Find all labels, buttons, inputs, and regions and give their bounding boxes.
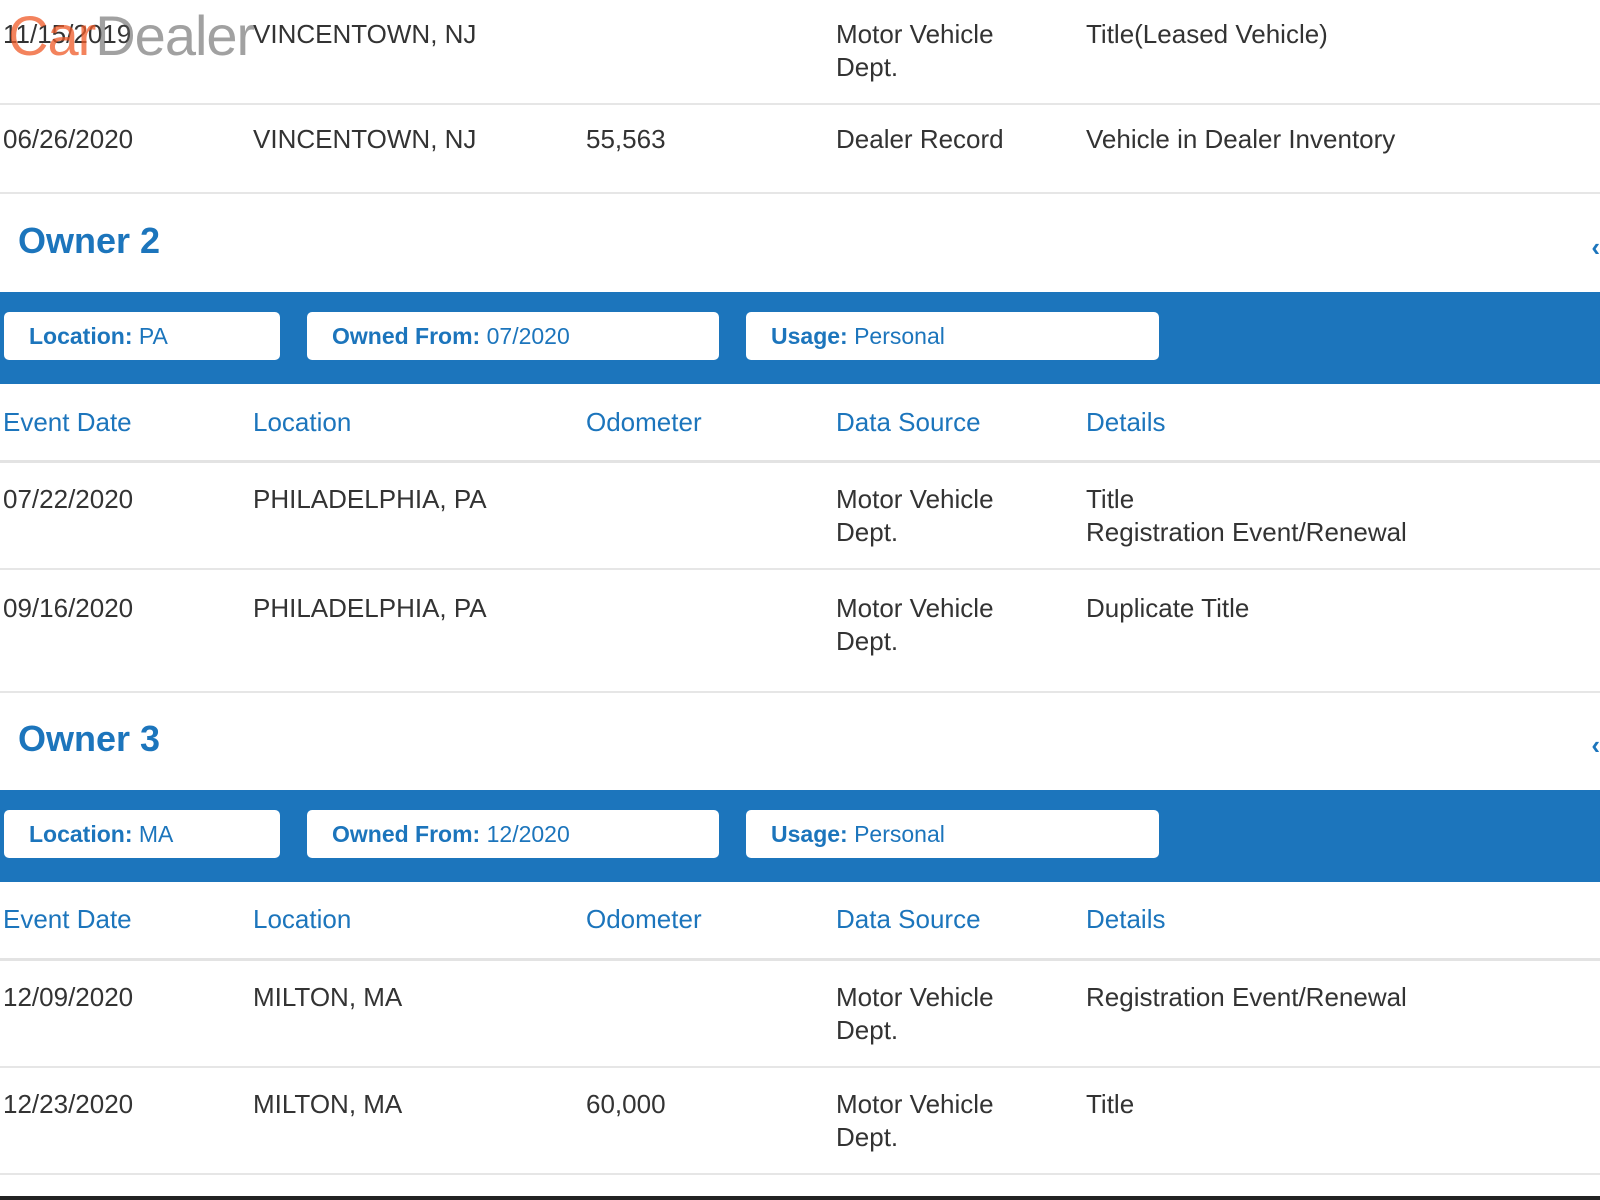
owner-location-label: Location: xyxy=(29,323,133,349)
table-header-row: Event Date Location Odometer Data Source… xyxy=(0,384,1600,463)
event-details: Title(Leased Vehicle) xyxy=(1086,19,1328,49)
column-header-data-source: Data Source xyxy=(836,407,981,437)
owner-2-summary-band: Location: PA Owned From: 07/2020 Usage: … xyxy=(0,292,1600,384)
table-header-row: Event Date Location Odometer Data Source… xyxy=(0,882,1600,961)
table-row: 11/15/2019 VINCENTOWN, NJ Motor Vehicle … xyxy=(0,0,1600,105)
table-row: 09/16/2020 PHILADELPHIA, PA Motor Vehicl… xyxy=(0,570,1600,693)
event-date: 09/16/2020 xyxy=(3,593,134,623)
column-header-event-date: Event Date xyxy=(3,904,132,934)
column-header-event-date: Event Date xyxy=(3,407,132,437)
chevron-left-icon[interactable]: ‹ xyxy=(1591,232,1600,262)
bottom-edge-divider xyxy=(0,1196,1600,1200)
column-header-odometer: Odometer xyxy=(586,904,702,934)
event-data-source: Motor Vehicle Dept. xyxy=(836,982,994,1045)
owner-usage-pill: Usage: Personal xyxy=(746,810,1159,858)
owner-location-pill: Location: MA xyxy=(4,810,280,858)
owner-owned-from-value: 12/2020 xyxy=(486,821,570,847)
owner-owned-from-label: Owned From: xyxy=(332,323,481,349)
owner-3-summary-band: Location: MA Owned From: 12/2020 Usage: … xyxy=(0,790,1600,882)
event-date: 07/22/2020 xyxy=(3,484,134,514)
table-row: 06/26/2020 VINCENTOWN, NJ 55,563 Dealer … xyxy=(0,105,1600,194)
event-data-source: Motor Vehicle Dept. xyxy=(836,484,994,547)
owner-owned-from-label: Owned From: xyxy=(332,821,481,847)
owner-usage-label: Usage: xyxy=(771,323,848,349)
event-details: Title Registration Event/Renewal xyxy=(1086,484,1407,547)
column-header-location: Location xyxy=(253,407,352,437)
owner-2-title: Owner 2 xyxy=(18,220,161,261)
column-header-location: Location xyxy=(253,904,352,934)
event-location: VINCENTOWN, NJ xyxy=(253,19,477,49)
event-details: Vehicle in Dealer Inventory xyxy=(1086,124,1396,154)
event-data-source: Dealer Record xyxy=(836,124,1004,154)
event-location: VINCENTOWN, NJ xyxy=(253,124,477,154)
owner-owned-from-value: 07/2020 xyxy=(486,323,570,349)
table-row: 12/23/2020 MILTON, MA 60,000 Motor Vehic… xyxy=(0,1068,1600,1175)
owner-usage-pill: Usage: Personal xyxy=(746,312,1159,360)
table-row: 07/22/2020 PHILADELPHIA, PA Motor Vehicl… xyxy=(0,463,1600,570)
event-location: PHILADELPHIA, PA xyxy=(253,593,487,623)
chevron-left-icon[interactable]: ‹ xyxy=(1591,730,1600,760)
event-date: 11/15/2019 xyxy=(3,19,132,49)
event-location: MILTON, MA xyxy=(253,1089,403,1119)
event-odometer: 60,000 xyxy=(586,1089,666,1119)
event-location: PHILADELPHIA, PA xyxy=(253,484,487,514)
table-row: 12/09/2020 MILTON, MA Motor Vehicle Dept… xyxy=(0,961,1600,1068)
event-details: Duplicate Title xyxy=(1086,593,1250,623)
column-header-odometer: Odometer xyxy=(586,407,702,437)
event-data-source: Motor Vehicle Dept. xyxy=(836,1089,994,1152)
owner-usage-label: Usage: xyxy=(771,821,848,847)
owner-location-label: Location: xyxy=(29,821,133,847)
owner-location-value: MA xyxy=(138,821,174,847)
event-date: 12/23/2020 xyxy=(3,1089,134,1119)
owner-usage-value: Personal xyxy=(854,821,945,847)
owner-owned-from-pill: Owned From: 12/2020 xyxy=(307,810,719,858)
event-odometer: 55,563 xyxy=(586,124,666,154)
event-data-source: Motor Vehicle Dept. xyxy=(836,593,994,656)
column-header-data-source: Data Source xyxy=(836,904,981,934)
owner-3-title: Owner 3 xyxy=(18,718,161,759)
column-header-details: Details xyxy=(1086,407,1166,437)
event-data-source: Motor Vehicle Dept. xyxy=(836,19,994,82)
event-location: MILTON, MA xyxy=(253,982,403,1012)
event-details: Title xyxy=(1086,1089,1135,1119)
owner-usage-value: Personal xyxy=(854,323,945,349)
event-details: Registration Event/Renewal xyxy=(1086,982,1407,1012)
event-date: 12/09/2020 xyxy=(3,982,134,1012)
owner-owned-from-pill: Owned From: 07/2020 xyxy=(307,312,719,360)
column-header-details: Details xyxy=(1086,904,1166,934)
owner-location-value: PA xyxy=(138,323,168,349)
owner-location-pill: Location: PA xyxy=(4,312,280,360)
event-date: 06/26/2020 xyxy=(3,124,134,154)
